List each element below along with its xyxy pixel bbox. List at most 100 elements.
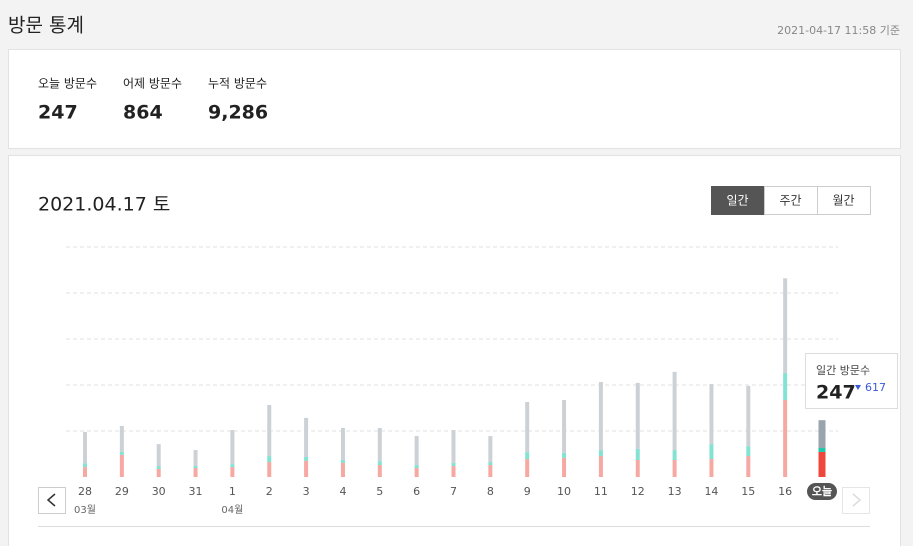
bar-segment <box>562 452 567 458</box>
bar-segment <box>230 430 235 465</box>
bar-segment <box>562 457 567 477</box>
bar-segment <box>377 428 382 462</box>
bar-segment <box>340 459 345 463</box>
month-label: 04월 <box>221 504 243 516</box>
stat-label: 오늘 방문수 <box>38 77 97 91</box>
bar-segment <box>119 454 124 477</box>
bar-segment <box>488 436 493 463</box>
bar-segment <box>818 448 826 452</box>
x-tick-label: 12 <box>631 485 645 498</box>
next-button[interactable] <box>842 487 870 514</box>
bar-segment <box>83 467 87 477</box>
bar-segment <box>414 436 419 466</box>
stats-card <box>8 49 901 149</box>
x-tick-label: 1 <box>229 485 236 498</box>
bar-segment <box>267 456 272 463</box>
tooltip: 일간 방문수 247 617 <box>805 353 898 409</box>
bar-segment <box>746 385 751 447</box>
bar-segment <box>635 448 640 460</box>
bar-segment <box>488 465 493 477</box>
bar-segment <box>156 444 161 466</box>
bar-segment <box>340 428 345 460</box>
bar-segment <box>488 462 493 466</box>
bar-segment <box>451 430 456 463</box>
chart-card <box>8 155 901 546</box>
bar-segment <box>230 467 235 477</box>
bar-segment <box>598 382 603 451</box>
x-tick-label: 14 <box>704 485 718 498</box>
bar-segment <box>83 463 87 468</box>
tab-label: 주간 <box>779 194 801 208</box>
x-tick-label: 31 <box>189 485 203 498</box>
bar-segment <box>304 417 309 457</box>
stat-value: 9,286 <box>208 102 268 124</box>
bar-segment <box>193 468 198 477</box>
bar-segment <box>267 405 272 457</box>
tooltip-box <box>805 353 898 409</box>
x-tick-label: 7 <box>450 485 457 498</box>
bar-segment <box>156 465 161 469</box>
x-tick-label: 29 <box>115 485 129 498</box>
x-tick-label: 16 <box>778 485 792 498</box>
x-tick-label: 6 <box>413 485 420 498</box>
bar-segment <box>525 452 530 460</box>
stat-label: 어제 방문수 <box>123 77 182 91</box>
tab-label: 일간 <box>726 194 748 208</box>
bar-segment <box>783 373 788 400</box>
prev-button[interactable] <box>38 487 66 514</box>
bar-segment <box>193 465 198 469</box>
tab[interactable] <box>817 186 871 215</box>
today-badge <box>807 483 837 500</box>
bar-segment <box>340 462 345 477</box>
x-tick-label: 28 <box>78 485 92 498</box>
bar-segment <box>156 468 161 477</box>
tab-label: 월간 <box>832 194 854 208</box>
bar-segment <box>818 451 826 477</box>
prev-icon <box>46 493 56 507</box>
bar-segment <box>451 465 456 477</box>
next-icon <box>852 493 862 507</box>
bar-segment <box>119 425 124 452</box>
bar-segment <box>525 402 530 453</box>
tooltip-label: 일간 방문수 <box>816 363 870 377</box>
stat-label: 누적 방문수 <box>208 77 267 91</box>
timestamp: 2021-04-17 11:58 기준 <box>777 24 900 37</box>
bar-segment <box>119 451 124 455</box>
bar-segment <box>414 465 419 469</box>
bar-segment <box>193 450 198 466</box>
bar-segment <box>83 431 87 464</box>
bar-segment <box>451 462 456 466</box>
stat-value: 864 <box>123 102 163 124</box>
x-tick-label: 9 <box>524 485 531 498</box>
bar-segment <box>635 459 640 477</box>
date-label: 2021.04.17 토 <box>38 194 170 216</box>
bar-segment <box>414 468 419 477</box>
bar-segment <box>304 460 309 477</box>
bar-segment <box>672 450 677 460</box>
bar-segment <box>598 456 603 477</box>
x-tick-label: 3 <box>303 485 310 498</box>
x-tick-label: 13 <box>668 485 682 498</box>
bar-segment <box>377 465 382 477</box>
chart: 28 03월 29 30 31 1 04월 2 3 4 5 6 7 8 9 10 11 12 13 14 15 16 오늘 <box>66 246 838 516</box>
x-tick-label: 4 <box>339 485 346 498</box>
bar-segment <box>783 399 788 477</box>
bar-segment <box>230 464 235 468</box>
bar-segment <box>783 278 788 374</box>
page-title: 방문 통계 <box>8 15 84 37</box>
down-arrow <box>855 385 861 390</box>
stats: 오늘 방문수 247 어제 방문수 864 누적 방문수 9,286 <box>38 77 268 124</box>
bar-segment <box>746 456 751 477</box>
tab[interactable] <box>711 186 765 215</box>
x-tick-label: 15 <box>741 485 755 498</box>
x-tick-label: 오늘 <box>812 485 832 498</box>
bar-segment <box>562 399 567 453</box>
bar-segment <box>525 459 530 477</box>
tooltip-value: 247 <box>816 382 856 404</box>
bar-segment <box>377 461 382 466</box>
bar-segment <box>304 456 309 461</box>
x-tick-label: 2 <box>266 485 273 498</box>
bar-segment <box>267 462 272 477</box>
